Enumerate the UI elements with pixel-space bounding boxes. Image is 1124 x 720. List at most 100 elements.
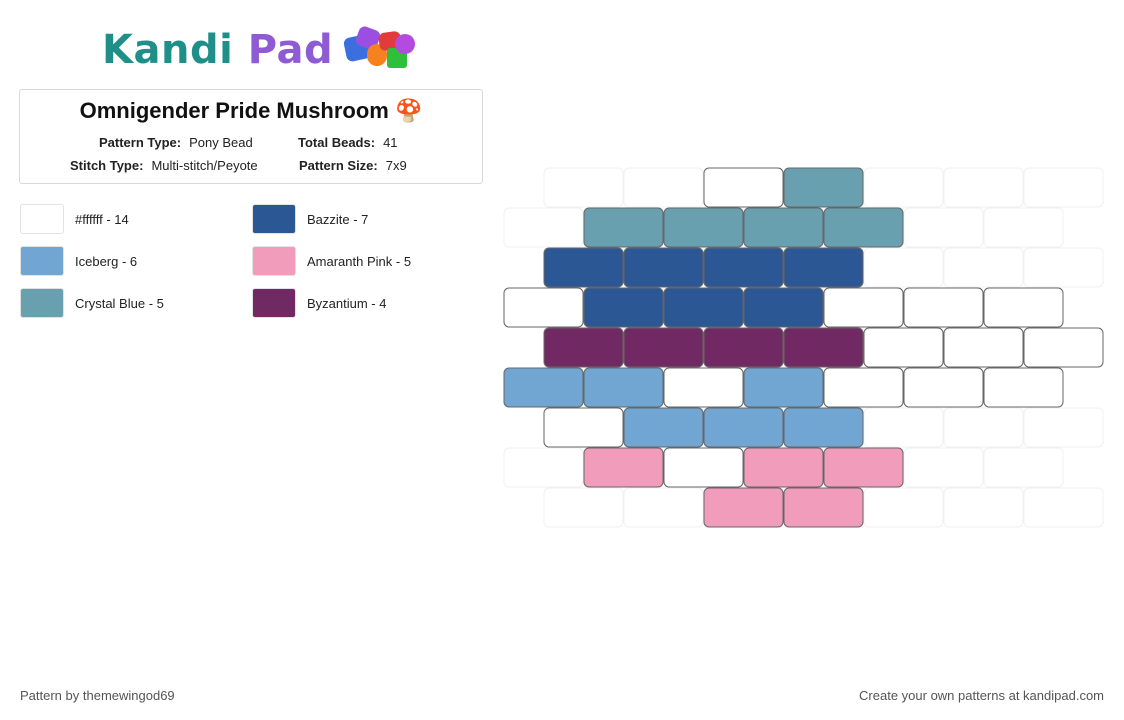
ghost-bead (503, 207, 584, 248)
legend-label: Bazzite - 7 (307, 211, 369, 227)
bead (623, 407, 704, 448)
ghost-bead (983, 207, 1064, 248)
bead (503, 367, 584, 408)
legend-swatch (20, 204, 64, 234)
bead (823, 287, 904, 328)
pattern-size-label: Pattern Size: (299, 158, 378, 173)
ghost-bead (1023, 247, 1104, 288)
bead (503, 287, 584, 328)
pattern-author: Pattern by themewingod69 (20, 688, 175, 703)
legend-item-iceberg: Iceberg - 6 (20, 245, 137, 277)
bead (703, 167, 784, 208)
bead (863, 327, 944, 368)
bead (823, 367, 904, 408)
legend-item-byzantium: Byzantium - 4 (252, 287, 386, 319)
bead (583, 447, 664, 488)
bead (663, 207, 744, 248)
pattern-type-value: Pony Bead (189, 135, 253, 150)
legend-swatch (20, 288, 64, 318)
legend-item-bazzite: Bazzite - 7 (252, 203, 368, 235)
pattern-info-panel: Omnigender Pride Mushroom 🍄 Pattern Type… (19, 89, 483, 184)
ghost-bead (863, 487, 944, 528)
bead (543, 327, 624, 368)
ghost-bead (623, 487, 704, 528)
bead (583, 207, 664, 248)
legend-label: Iceberg - 6 (75, 253, 138, 269)
bead (823, 207, 904, 248)
bead (783, 247, 864, 288)
logo-text-kandi: Kandi (102, 27, 234, 73)
ghost-bead (543, 167, 624, 208)
legend-swatch (252, 288, 296, 318)
pattern-size-value: 7x9 (385, 158, 407, 173)
bead (743, 207, 824, 248)
ghost-bead (863, 167, 944, 208)
bead (983, 287, 1064, 328)
legend-swatch (20, 246, 64, 276)
legend-label: Crystal Blue - 5 (75, 295, 164, 311)
total-beads: Total Beads: 41 (298, 135, 398, 150)
pattern-type: Pattern Type: Pony Bead (99, 135, 253, 150)
ghost-bead (983, 447, 1064, 488)
ghost-bead (623, 167, 704, 208)
legend-item-crystal-blue: Crystal Blue - 5 (20, 287, 164, 319)
bead (983, 367, 1064, 408)
bead (783, 167, 864, 208)
ghost-bead (903, 447, 984, 488)
legend-label: Amaranth Pink - 5 (307, 253, 412, 269)
ghost-bead (943, 167, 1024, 208)
kandipad-logo[interactable]: Kandi Pad (102, 24, 419, 74)
bead (583, 287, 664, 328)
total-beads-value: 41 (383, 135, 398, 150)
ghost-bead (943, 487, 1024, 528)
ghost-bead (863, 247, 944, 288)
ghost-bead (903, 207, 984, 248)
ghost-bead (1023, 407, 1104, 448)
bead (903, 287, 984, 328)
bead (783, 487, 864, 528)
beads-logo-icon (342, 24, 419, 74)
bead (703, 487, 784, 528)
bead (543, 407, 624, 448)
ghost-bead (1023, 487, 1104, 528)
bead (1023, 327, 1104, 368)
ghost-bead (943, 407, 1024, 448)
pattern-title: Omnigender Pride Mushroom 🍄 (79, 98, 423, 123)
bead (583, 367, 664, 408)
bead (743, 367, 824, 408)
stitch-type-label: Stitch Type: (70, 158, 144, 173)
legend-item-white: #ffffff - 14 (20, 203, 129, 235)
bead (743, 447, 824, 488)
total-beads-label: Total Beads: (298, 135, 376, 150)
ghost-bead (1023, 167, 1104, 208)
kandipad-link[interactable]: Create your own patterns at kandipad.com (859, 688, 1104, 703)
bead (703, 327, 784, 368)
bead (703, 247, 784, 288)
bead (903, 367, 984, 408)
ghost-bead (543, 487, 624, 528)
ghost-bead (943, 247, 1024, 288)
bead (623, 327, 704, 368)
logo-text: Kandi Pad (102, 27, 333, 73)
bead (663, 287, 744, 328)
logo-text-pad: Pad (247, 27, 334, 73)
pattern-size: Pattern Size: 7x9 (299, 158, 407, 173)
bead (703, 407, 784, 448)
bead (543, 247, 624, 288)
legend-swatch (252, 246, 296, 276)
legend-swatch (252, 204, 296, 234)
legend-label: Byzantium - 4 (307, 295, 387, 311)
stitch-type-value: Multi-stitch/Peyote (151, 158, 258, 173)
bead (783, 407, 864, 448)
bead (663, 447, 744, 488)
bead (663, 367, 744, 408)
ghost-bead (503, 447, 584, 488)
bead (743, 287, 824, 328)
legend-item-amaranth-pink: Amaranth Pink - 5 (252, 245, 411, 277)
legend-label: #ffffff - 14 (75, 211, 129, 227)
stitch-type: Stitch Type: Multi-stitch/Peyote (70, 158, 258, 173)
bead (623, 247, 704, 288)
ghost-bead (863, 407, 944, 448)
bead (783, 327, 864, 368)
